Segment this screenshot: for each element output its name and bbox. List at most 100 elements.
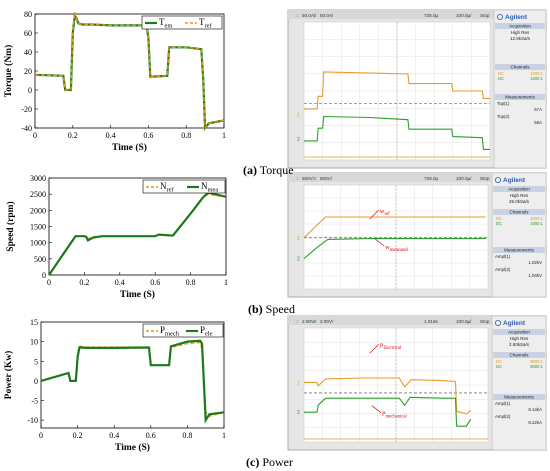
measurement-name: Top(2) bbox=[497, 114, 510, 119]
y-tick-label: 60 bbox=[24, 29, 32, 38]
scope-status-text: 100.0µ/ bbox=[456, 13, 472, 18]
scope-trace-label-0-main: w bbox=[380, 208, 385, 215]
scope-label-arrow bbox=[369, 344, 380, 354]
scope-trace-label-1-sub: measured bbox=[390, 248, 409, 253]
series-line-nmea bbox=[48, 191, 227, 276]
agilent-brand: Agilent bbox=[503, 320, 526, 327]
x-tick-label: 0.8 bbox=[186, 278, 196, 287]
agilent-logo-icon bbox=[494, 319, 501, 326]
y-tick-label: -20 bbox=[21, 105, 32, 114]
power-plot: 0 0.2 0.4 0.6 0.8 1 -10 -5 0 5 10 15 Time (S) Power (… bbox=[3, 318, 226, 453]
x-tick-label: 0.2 bbox=[79, 278, 89, 287]
acquisition-title: Acquisition bbox=[508, 187, 530, 192]
scope-side-pane bbox=[491, 172, 547, 298]
channel-2-coupling: DC bbox=[496, 221, 502, 226]
pane-header-measurements bbox=[493, 394, 545, 400]
channel-1-probe: 1000:1 bbox=[530, 216, 543, 221]
channel-1-coupling: DC bbox=[496, 216, 502, 221]
scope-trace-label-1: wmeasured bbox=[385, 244, 408, 253]
channel-2-marker: 2 bbox=[297, 257, 300, 263]
scope-trace-channel-1 bbox=[303, 216, 486, 239]
measurement-name: Top(1) bbox=[497, 101, 510, 106]
scope-trace-label-0: wref bbox=[380, 208, 390, 217]
x-tick-label: 0.4 bbox=[115, 278, 125, 287]
scope-status-text: 500V/ bbox=[320, 176, 333, 181]
y-tick-label: 3000 bbox=[30, 174, 46, 183]
y-tick-label: 80 bbox=[24, 10, 32, 19]
y-tick-label: 10 bbox=[30, 338, 38, 347]
legend-box bbox=[142, 323, 224, 338]
scope-trace-label-1-main: P bbox=[382, 411, 386, 418]
pane-header-channels bbox=[495, 64, 545, 70]
caption-speed-letter: (b) bbox=[248, 302, 263, 316]
scope-status-text: 1 bbox=[296, 176, 299, 181]
legend-entry-nmea-sub: mea bbox=[208, 187, 219, 194]
channels-title: Channels bbox=[510, 65, 530, 70]
legend-entry-nref: Nref bbox=[160, 181, 175, 194]
y-tick-label: 1500 bbox=[30, 223, 46, 232]
acquisition-mode: High Res bbox=[511, 30, 530, 35]
x-axis-label: Time (S) bbox=[120, 289, 155, 300]
scope-trace-channel-2 bbox=[304, 115, 490, 150]
scope-status-text: Stop bbox=[480, 13, 490, 18]
scope-status-text: 2 bbox=[314, 176, 317, 181]
legend-entry-pmech-sub: mech bbox=[165, 331, 180, 338]
x-tick-label: 1 bbox=[222, 431, 226, 440]
legend-entry-pmech-main: P bbox=[160, 325, 165, 335]
caption-speed-text: Speed bbox=[262, 302, 295, 316]
y-tick-label: 5 bbox=[34, 357, 38, 366]
measurement-value: 1.02kV bbox=[528, 260, 542, 265]
scope-trace-channel-1 bbox=[304, 377, 472, 415]
scope-trace-channel-2 bbox=[303, 238, 486, 260]
acquisition-rate: 12.5kSa/s bbox=[510, 36, 531, 41]
legend-box bbox=[141, 15, 223, 30]
measurements-title: Measurements bbox=[504, 248, 535, 253]
channel-1-marker: 1 bbox=[297, 236, 300, 242]
x-axis-label: Time (S) bbox=[115, 442, 150, 453]
scope-status-text: 500V/ bbox=[302, 176, 315, 181]
legend-entry-tem: Tem bbox=[159, 17, 172, 30]
scope-label-arrow bbox=[369, 209, 380, 220]
legend-entry-nref-main: N bbox=[160, 181, 167, 191]
agilent-brand: Agilent bbox=[503, 177, 526, 184]
plot-frame bbox=[34, 13, 225, 129]
measurement-name: Ampl(2) bbox=[495, 267, 511, 272]
channel-2-marker: 2 bbox=[297, 410, 300, 416]
pane-header-channels bbox=[493, 352, 545, 358]
scope-status-bar bbox=[288, 316, 492, 325]
scope-trace-label-0-sub: Electrical bbox=[383, 346, 402, 351]
measurements-title: Measurements bbox=[505, 95, 536, 100]
acquisition-mode: High Res bbox=[510, 336, 529, 341]
channel-2-probe: 8000:1 bbox=[530, 364, 543, 369]
y-tick-label: 0 bbox=[42, 271, 46, 280]
y-axis-label: Torque (Nm) bbox=[3, 45, 14, 98]
scope-trace-label-0-sub: ref bbox=[384, 212, 390, 217]
legend-entry-pele-main: P bbox=[200, 325, 205, 335]
pane-header-acq bbox=[495, 23, 545, 29]
agilent-brand: Agilent bbox=[505, 14, 528, 21]
y-tick-label: 2500 bbox=[30, 190, 46, 199]
y-tick-label: 500 bbox=[34, 255, 46, 264]
pane-header-channels bbox=[493, 209, 545, 215]
acquisition-rate: 25.0kSa/s bbox=[509, 199, 530, 204]
scope-side-pane bbox=[493, 9, 547, 169]
caption-torque: (a) Torque bbox=[243, 163, 294, 178]
scope-status-text: 1 bbox=[296, 319, 299, 324]
y-tick-label: 0 bbox=[28, 86, 32, 95]
y-tick-label: 2000 bbox=[30, 206, 46, 215]
channel-1-coupling: DC bbox=[498, 71, 504, 76]
measurements-title: Measurements bbox=[504, 395, 535, 400]
speed-plot: 0 0.2 0.4 0.6 0.8 1 0 500 1000 1500 2000 2500 3000 Ti… bbox=[5, 174, 228, 300]
x-tick-label: 0.6 bbox=[150, 278, 160, 287]
scope-status-text: 50.0A/ bbox=[302, 13, 316, 18]
y-tick-label: 1000 bbox=[30, 239, 46, 248]
caption-speed: (b) Speed bbox=[248, 302, 295, 317]
scope-status-bar bbox=[288, 10, 494, 19]
channel-1-marker: 1 bbox=[297, 112, 300, 118]
acquisition-title: Acquisition bbox=[508, 330, 530, 335]
caption-power: (c) Power bbox=[246, 455, 293, 470]
series-line-tref bbox=[34, 11, 225, 130]
acquisition-title: Acquisition bbox=[509, 24, 531, 29]
channel-1-probe: 8000:1 bbox=[530, 359, 543, 364]
measurement-name: Ampl(1) bbox=[495, 254, 511, 259]
